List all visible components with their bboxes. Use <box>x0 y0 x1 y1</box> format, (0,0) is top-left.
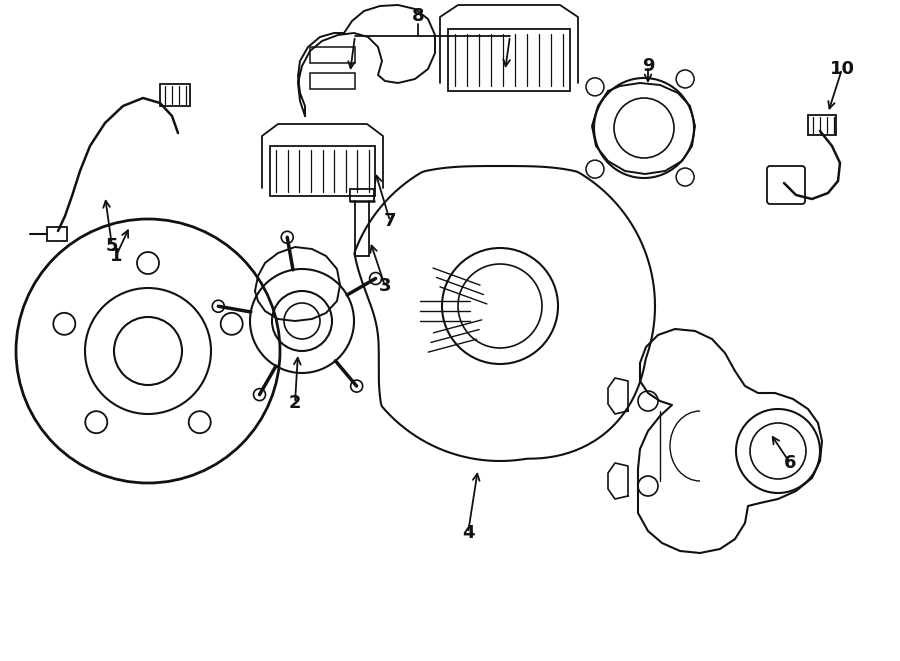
Text: 2: 2 <box>289 394 302 412</box>
Text: 5: 5 <box>106 237 118 255</box>
Bar <box>310 73 355 89</box>
Bar <box>270 146 375 196</box>
Circle shape <box>212 300 224 312</box>
Bar <box>448 29 570 91</box>
Text: 1: 1 <box>110 247 122 265</box>
Bar <box>47 227 67 241</box>
Text: 3: 3 <box>379 277 392 295</box>
Bar <box>160 84 190 106</box>
Circle shape <box>351 380 363 392</box>
Text: 9: 9 <box>642 57 654 75</box>
Text: 6: 6 <box>784 454 796 472</box>
Text: 7: 7 <box>383 212 396 230</box>
Text: 10: 10 <box>830 60 854 78</box>
Text: 8: 8 <box>411 7 424 25</box>
Circle shape <box>281 231 293 243</box>
Text: 4: 4 <box>462 524 474 542</box>
Bar <box>808 115 836 135</box>
Bar <box>310 47 355 63</box>
FancyBboxPatch shape <box>767 166 805 204</box>
Circle shape <box>254 389 266 401</box>
Circle shape <box>370 272 382 284</box>
